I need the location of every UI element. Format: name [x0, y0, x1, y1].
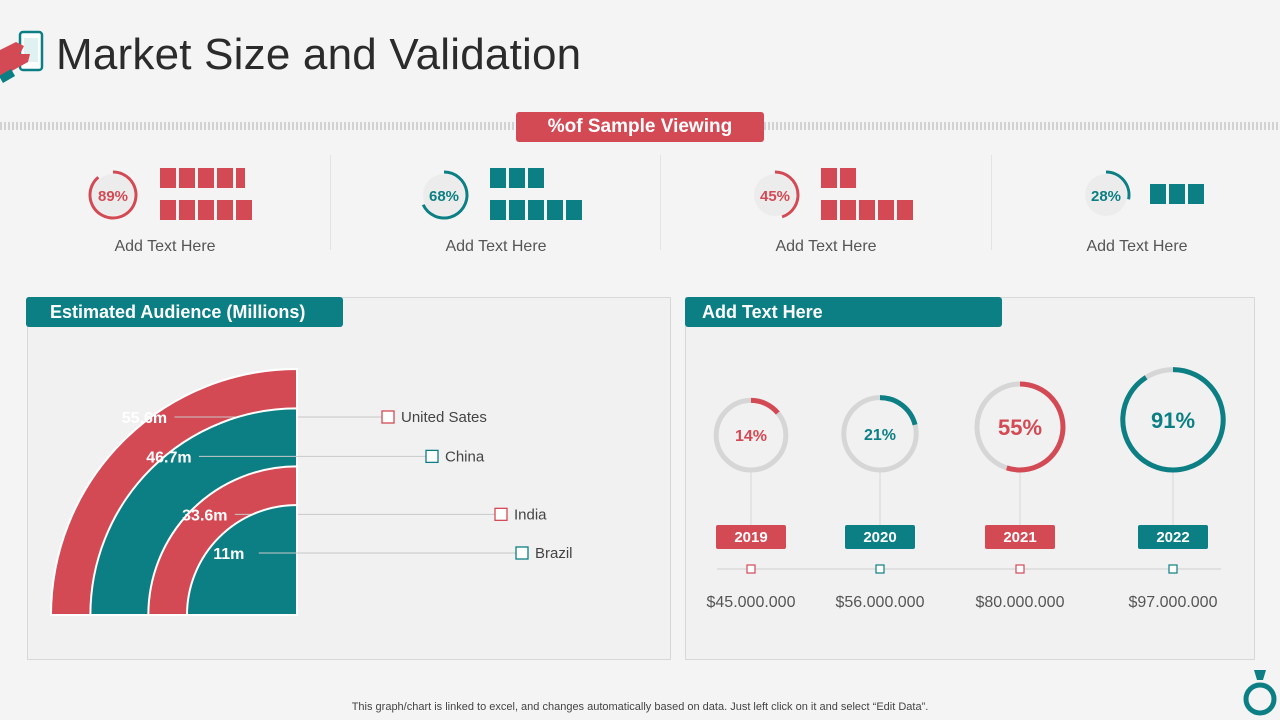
page-title: Market Size and Validation: [56, 30, 582, 79]
stat-block: [1150, 184, 1166, 204]
stat-block: [840, 200, 856, 220]
stat-percent: 68%: [429, 188, 459, 205]
legend-label: India: [514, 506, 547, 523]
timeline-marker: [1168, 564, 1178, 574]
stat-percent: 28%: [1091, 188, 1121, 205]
timeline-marker: [875, 564, 885, 574]
stat-block: [528, 200, 544, 220]
audience-value-label: 46.7m: [146, 449, 191, 466]
sample-viewing-banner: %of Sample Viewing: [516, 112, 764, 142]
yearly-progress-chart: 14% 2019 $45.000.000 21% 2020 $56.000.000 55% 2…: [707, 367, 1226, 611]
progress-ring-arc: [750, 397, 780, 415]
footnote: This graph/chart is linked to excel, and…: [351, 701, 929, 713]
amount-label: $56.000.000: [836, 594, 925, 611]
stat-ring-arc: [421, 170, 469, 220]
stat-divider: [660, 155, 661, 250]
progress-percent: 21%: [864, 427, 896, 444]
stat-block: [236, 168, 245, 188]
audience-value-label: 11m: [213, 546, 244, 563]
audience-value-label: 33.6m: [182, 507, 227, 524]
stat-block: [198, 200, 214, 220]
sample-viewing-stats: 89% 68% 45% 28%: [88, 168, 1204, 220]
stat-block: [198, 168, 214, 188]
year-badge: [985, 525, 1055, 549]
stat-block: [490, 168, 506, 188]
audience-segment: [185, 503, 298, 616]
audience-chart: 55.6m United Sates 46.7m China 33.6m India 11m…: [49, 367, 573, 616]
stat-ring-bg: [1085, 174, 1127, 216]
year-badge: [845, 525, 915, 549]
progress-percent: 14%: [735, 428, 767, 445]
stat-block: [566, 200, 582, 220]
stat-label: Add Text Here: [445, 238, 547, 255]
stat-block: [160, 168, 176, 188]
money-bag-icon: [1243, 670, 1277, 716]
years-panel-heading: Add Text Here: [685, 297, 1002, 327]
amount-label: $45.000.000: [707, 594, 796, 611]
legend-label: Brazil: [535, 545, 573, 562]
year-label: 2020: [863, 529, 896, 546]
stat-ring-bg: [754, 174, 796, 216]
audience-value-label: 55.6m: [122, 410, 167, 427]
stat-block: [509, 200, 525, 220]
stat-block: [160, 200, 176, 220]
amount-label: $97.000.000: [1129, 594, 1218, 611]
stat-label: Add Text Here: [775, 238, 877, 255]
stat-block: [1169, 184, 1185, 204]
hand-holding-phone-icon: [0, 30, 44, 83]
progress-ring-track: [713, 397, 789, 473]
progress-percent: 55%: [998, 415, 1042, 440]
stat-block: [840, 168, 856, 188]
stat-percent: 45%: [760, 188, 790, 205]
year-label: 2021: [1003, 529, 1036, 546]
amount-label: $80.000.000: [976, 594, 1065, 611]
stat-block: [179, 200, 195, 220]
stat-ring-arc: [88, 170, 138, 220]
years-panel: [685, 297, 1255, 660]
year-badge: [1138, 525, 1208, 549]
stat-divider: [330, 155, 331, 250]
progress-percent: 91%: [1151, 408, 1195, 433]
stat-block: [821, 200, 837, 220]
stat-block: [878, 200, 894, 220]
legend-marker: [494, 507, 508, 521]
legend-label: China: [445, 448, 485, 465]
timeline-marker: [746, 564, 756, 574]
year-label: 2022: [1156, 529, 1189, 546]
stat-block: [179, 168, 195, 188]
legend-marker: [381, 410, 395, 424]
stat-block: [217, 168, 233, 188]
stat-block: [528, 168, 544, 188]
stat-ring-arc: [1105, 170, 1131, 200]
stat-block: [897, 200, 913, 220]
year-label: 2019: [734, 529, 767, 546]
stat-ring-bg: [92, 174, 134, 216]
stat-block: [821, 168, 837, 188]
stat-block: [547, 200, 563, 220]
stat-block: [236, 200, 252, 220]
year-badge: [716, 525, 786, 549]
stat-block: [1188, 184, 1204, 204]
stat-block: [217, 200, 233, 220]
stat-ring-arc: [774, 170, 800, 219]
audience-panel-heading: Estimated Audience (Millions): [26, 297, 343, 327]
stat-percent: 89%: [98, 188, 128, 205]
progress-ring-arc: [1120, 367, 1226, 473]
legend-marker: [425, 449, 439, 464]
legend-label: United Sates: [401, 409, 487, 426]
stat-label: Add Text Here: [114, 238, 216, 255]
stat-label: Add Text Here: [1086, 238, 1188, 255]
stat-divider: [991, 155, 992, 250]
stat-block: [490, 200, 506, 220]
stat-block: [859, 200, 875, 220]
timeline-marker: [1015, 564, 1025, 574]
progress-ring-arc: [1005, 381, 1066, 473]
progress-ring-arc: [879, 395, 918, 426]
stat-ring-bg: [423, 174, 465, 216]
legend-marker: [515, 546, 529, 560]
stat-block: [509, 168, 525, 188]
